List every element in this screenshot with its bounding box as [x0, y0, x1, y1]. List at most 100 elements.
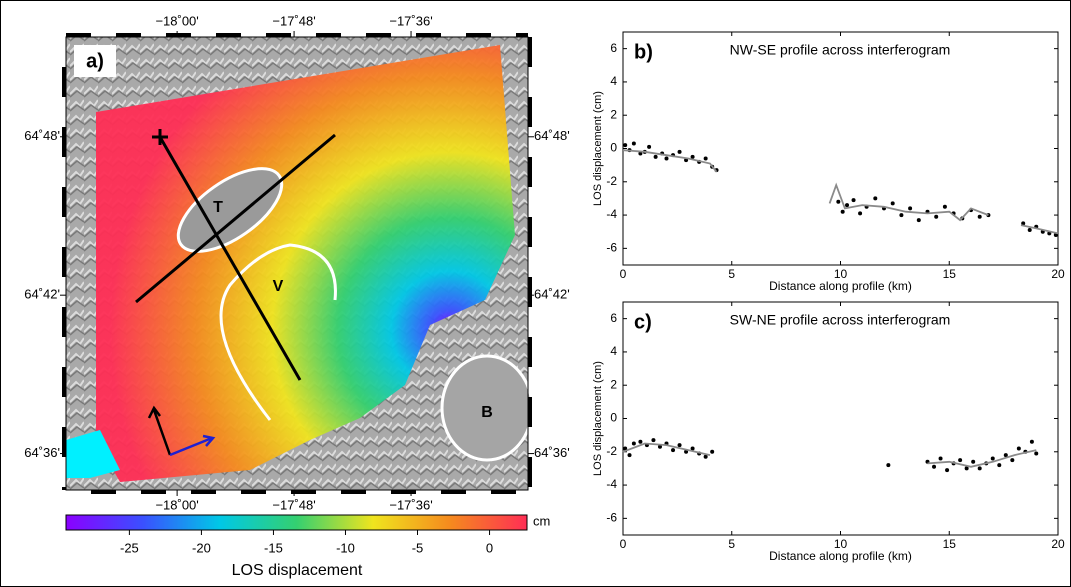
frame-bar [341, 490, 366, 494]
data-point [677, 149, 682, 154]
x-tick-label: 10 [834, 537, 848, 551]
frame-bar [62, 127, 66, 157]
data-point [690, 446, 695, 451]
frame-bar [91, 490, 116, 494]
frame-bar [491, 490, 516, 494]
data-point [690, 154, 695, 159]
frame-bar [528, 97, 532, 127]
data-point [908, 206, 913, 211]
frame-bar [528, 397, 532, 427]
data-point [677, 443, 682, 448]
colorbar-unit: cm [533, 513, 550, 528]
y-tick-label: 6 [610, 311, 617, 325]
y-tick-label: 2 [610, 377, 617, 391]
interferogram [96, 45, 515, 482]
y-tick-label: 64˚42' [24, 287, 60, 302]
data-point [851, 198, 856, 203]
y-tick-label: 64˚48' [24, 128, 60, 143]
profile-nw-se [158, 136, 302, 381]
panel-label: a) [86, 50, 104, 72]
x-tick-label: −18˚00' [155, 13, 198, 28]
frame-bar [516, 33, 528, 37]
data-point [932, 464, 937, 469]
data-point [977, 466, 982, 471]
data-point [703, 454, 708, 459]
annotation: V [273, 278, 284, 295]
profile-line [622, 442, 1037, 468]
frame-bar [466, 33, 491, 37]
frame-bar [62, 307, 66, 337]
frame-bar [528, 157, 532, 187]
data-point [657, 444, 662, 449]
x-tick-label: 5 [728, 267, 735, 281]
y-axis-label: LOS displacement (cm) [592, 91, 604, 206]
y-tick-label: 2 [610, 107, 617, 121]
ice-cap-t [176, 167, 284, 253]
data-point [710, 449, 715, 454]
x-tick-label: 20 [1051, 267, 1065, 281]
data-point [890, 201, 895, 206]
frame-bar [528, 37, 532, 67]
frame-bar [141, 490, 166, 494]
colorbar-tick-label: -15 [264, 540, 283, 555]
x-tick-label: −18˚00' [155, 497, 198, 512]
panel-label: c) [634, 311, 652, 333]
data-point [653, 154, 658, 159]
data-point [934, 214, 939, 219]
data-point [631, 141, 636, 146]
data-point [703, 156, 708, 161]
profile-sw-ne [135, 133, 336, 304]
x-tick-label: −17˚48' [272, 497, 315, 512]
frame-bar [266, 33, 291, 37]
y-tick-label: 64˚36' [534, 445, 570, 460]
annotation: B [481, 404, 493, 421]
x-tick-label: 15 [943, 537, 957, 551]
frame-bar [291, 490, 316, 494]
frame-bar [528, 217, 532, 247]
y-tick-label: 4 [610, 74, 617, 88]
frame-bar [62, 247, 66, 277]
y-tick-label: 6 [610, 41, 617, 55]
data-point [1034, 451, 1039, 456]
plot-frame [622, 301, 1059, 536]
map: a) T V B [65, 36, 534, 491]
data-point [886, 463, 891, 468]
data-point [840, 209, 845, 214]
y-tick-label: 0 [610, 411, 617, 425]
x-tick-label: −17˚48' [272, 13, 315, 28]
y-tick-label: 64˚42' [534, 287, 570, 302]
colorbar-tick-label: -25 [120, 540, 139, 555]
data-point [638, 151, 643, 156]
profile-line [622, 149, 1059, 235]
y-tick-label: 64˚36' [24, 445, 60, 460]
data-point [971, 459, 976, 464]
data-point [684, 449, 689, 454]
data-point [845, 203, 850, 208]
frame-bar [528, 277, 532, 307]
x-tick-label: 10 [834, 267, 848, 281]
data-point [997, 463, 1002, 468]
x-tick-label: 20 [1051, 537, 1065, 551]
frame-bar [62, 187, 66, 217]
data-point [899, 213, 904, 218]
y-tick-label: 64˚48' [534, 128, 570, 143]
data-point [623, 143, 628, 148]
data-point [1003, 453, 1008, 458]
data-point [638, 439, 643, 444]
plot-frame [622, 31, 1059, 266]
data-point [958, 458, 963, 463]
data-point [1021, 221, 1026, 226]
data-point [990, 456, 995, 461]
frame-bar [241, 490, 266, 494]
colorbar [65, 514, 528, 531]
colorbar-tick-label: -10 [336, 540, 355, 555]
y-axis-label: LOS displacement (cm) [592, 361, 604, 476]
y-tick-label: 0 [610, 141, 617, 155]
data-point [942, 204, 947, 209]
y-tick-label: -6 [606, 511, 617, 525]
colorbar-tick-label: -5 [412, 540, 424, 555]
x-tick-label: 0 [620, 537, 627, 551]
x-axis-label: Distance along profile (km) [769, 279, 912, 293]
x-axis-label: Distance along profile (km) [769, 549, 912, 563]
